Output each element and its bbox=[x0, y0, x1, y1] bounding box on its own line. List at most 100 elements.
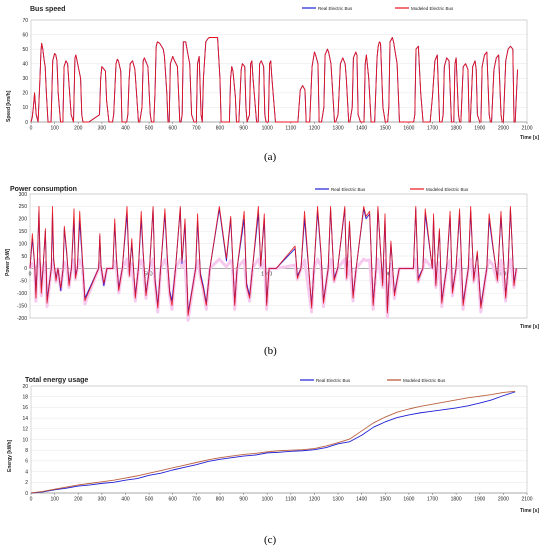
x-tick-label: 1400 bbox=[356, 126, 367, 132]
x-tick-label: 1300 bbox=[332, 126, 343, 132]
x-tick-label: 1600 bbox=[403, 497, 414, 503]
x-tick-label: 1100 bbox=[285, 126, 296, 132]
y-tick-label: 20 bbox=[22, 91, 28, 97]
y-tick-label: 6 bbox=[25, 459, 28, 465]
x-tick-label: 100 bbox=[50, 497, 59, 503]
y-tick-label: 250 bbox=[19, 204, 28, 210]
series-line-modeled bbox=[29, 205, 517, 316]
chart-title: Power consumption bbox=[10, 186, 77, 193]
y-tick-label: 8 bbox=[25, 448, 28, 454]
x-axis-title: Time [s] bbox=[520, 135, 539, 141]
y-tick-label: 10 bbox=[22, 105, 28, 111]
x-tick-label: 2000 bbox=[498, 497, 509, 503]
legend-modeled-label: Modeled Electric Bus bbox=[411, 6, 454, 11]
caption-c: (c) bbox=[264, 534, 277, 546]
x-tick-label: 1800 bbox=[451, 126, 462, 132]
panel-bus-speed: Bus speed Real Electric Bus Modeled Elec… bbox=[6, 6, 539, 163]
x-tick-label: 500 bbox=[145, 126, 154, 132]
y-tick-label: 16 bbox=[22, 405, 28, 411]
x-axis-title: Time [s] bbox=[520, 508, 539, 514]
x-tick-label: 1200 bbox=[309, 126, 320, 132]
x-tick-label: 1400 bbox=[356, 497, 367, 503]
y-tick-label: 10 bbox=[22, 437, 28, 443]
series-line-real bbox=[30, 391, 516, 494]
x-tick-label: 900 bbox=[239, 126, 248, 132]
series-line-modeled bbox=[30, 390, 516, 494]
x-tick-label: 1300 bbox=[332, 497, 343, 503]
y-axis-title: Energy [kWh] bbox=[7, 439, 13, 472]
y-tick-label: 14 bbox=[22, 416, 28, 422]
x-tick-label: 1700 bbox=[427, 126, 438, 132]
y-tick-label: 50 bbox=[22, 47, 28, 53]
y-tick-label: -50 bbox=[20, 279, 27, 285]
y-tick-label: 12 bbox=[22, 427, 28, 433]
caption-a: (a) bbox=[264, 151, 277, 163]
series-line-modeled bbox=[30, 37, 518, 123]
y-tick-label: -100 bbox=[17, 291, 27, 297]
legend: Real Electric Bus Modeled Electric Bus bbox=[300, 378, 446, 383]
x-tick-label: 0 bbox=[30, 497, 33, 503]
x-tick-label: 1900 bbox=[474, 497, 485, 503]
x-tick-label: 1800 bbox=[451, 497, 462, 503]
y-tick-label: 100 bbox=[19, 241, 28, 247]
legend-real-label: Real Electric Bus bbox=[331, 187, 366, 192]
y-tick-label: 2 bbox=[25, 480, 28, 486]
x-tick-label: 1700 bbox=[427, 497, 438, 503]
x-tick-label: 1500 bbox=[380, 497, 391, 503]
legend-modeled-label: Modeled Electric Bus bbox=[403, 378, 446, 383]
y-axis-title: Power [kW] bbox=[5, 248, 11, 276]
x-tick-label: 1200 bbox=[309, 497, 320, 503]
y-tick-label: 0 bbox=[25, 120, 28, 126]
x-tick-label: 2100 bbox=[521, 126, 532, 132]
x-tick-label: 300 bbox=[98, 497, 107, 503]
x-tick-label: 100 bbox=[50, 126, 59, 132]
x-tick-label: 2000 bbox=[498, 126, 509, 132]
x-axis-title: Time [s] bbox=[520, 324, 539, 330]
y-tick-label: 200 bbox=[19, 217, 28, 223]
x-tick-label: 700 bbox=[192, 497, 201, 503]
y-tick-label: -150 bbox=[17, 303, 27, 309]
x-tick-label: 800 bbox=[216, 126, 225, 132]
x-tick-label: 1000 bbox=[262, 497, 273, 503]
y-tick-label: 18 bbox=[22, 395, 28, 401]
x-tick-label: 1600 bbox=[403, 126, 414, 132]
y-tick-label: 150 bbox=[19, 229, 28, 235]
x-tick-label: 400 bbox=[121, 497, 130, 503]
x-tick-label: 400 bbox=[121, 126, 130, 132]
x-tick-label: 600 bbox=[169, 497, 178, 503]
x-tick-label: 600 bbox=[169, 126, 178, 132]
x-tick-label: 0 bbox=[30, 126, 33, 132]
y-tick-label: 0 bbox=[24, 266, 27, 272]
legend: Real Electric Bus Modeled Electric Bus bbox=[315, 187, 469, 192]
y-tick-label: 70 bbox=[22, 18, 28, 24]
y-tick-label: 30 bbox=[22, 76, 28, 82]
y-tick-label: 300 bbox=[19, 192, 28, 198]
x-tick-label: 1900 bbox=[474, 126, 485, 132]
y-tick-label: 40 bbox=[22, 62, 28, 68]
caption-b: (b) bbox=[264, 345, 277, 357]
x-tick-label: 1000 bbox=[262, 126, 273, 132]
panel-total-energy: Total energy usage Real Electric Bus Mod… bbox=[7, 377, 539, 546]
legend: Real Electric Bus Modeled Electric Bus bbox=[302, 6, 454, 11]
x-tick-label: 800 bbox=[216, 497, 225, 503]
x-tick-label: 1500 bbox=[380, 126, 391, 132]
y-tick-label: 0 bbox=[25, 491, 28, 497]
x-tick-label: 1100 bbox=[285, 497, 296, 503]
x-tick-label: 1000 bbox=[261, 271, 272, 277]
legend-real-label: Real Electric Bus bbox=[318, 6, 353, 11]
panel-power-consumption: Power consumption Real Electric Bus Mode… bbox=[5, 186, 539, 357]
x-tick-label: 2100 bbox=[521, 497, 532, 503]
x-tick-label: 300 bbox=[98, 126, 107, 132]
y-tick-label: 60 bbox=[22, 32, 28, 38]
x-tick-label: 900 bbox=[239, 497, 248, 503]
x-tick-label: 200 bbox=[74, 497, 83, 503]
x-tick-label: 200 bbox=[74, 126, 83, 132]
y-tick-label: 20 bbox=[22, 384, 28, 390]
x-tick-label: 500 bbox=[145, 497, 154, 503]
chart-title: Total energy usage bbox=[25, 377, 88, 384]
